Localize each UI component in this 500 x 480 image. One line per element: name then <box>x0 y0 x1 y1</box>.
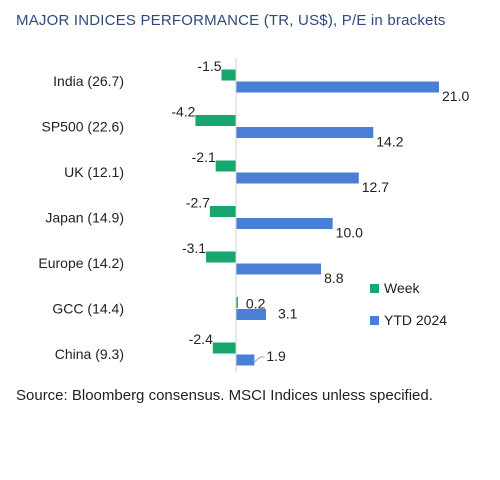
legend-ytd-swatch <box>370 316 379 325</box>
category-label: GCC (14.4) <box>52 301 124 317</box>
ytd-data-label: 21.0 <box>442 88 469 104</box>
category-label: Japan (14.9) <box>45 210 124 226</box>
week-data-label: -2.4 <box>189 331 213 347</box>
ytd-bar <box>236 218 333 229</box>
week-data-label: -3.1 <box>182 240 206 256</box>
ytd-data-label: 3.1 <box>278 306 298 322</box>
ytd-data-label: 14.2 <box>376 134 403 150</box>
category-label: Europe (14.2) <box>38 255 124 271</box>
legend-ytd-label: YTD 2024 <box>384 312 447 328</box>
week-bar <box>221 69 236 81</box>
source-note: Source: Bloomberg consensus. MSCI Indice… <box>16 387 433 404</box>
category-label: UK (12.1) <box>64 164 124 180</box>
ytd-bar <box>236 127 374 138</box>
ytd-data-label: 10.0 <box>336 225 363 241</box>
category-label: China (9.3) <box>55 346 124 362</box>
week-bar <box>195 115 236 126</box>
ytd-bar <box>236 354 255 366</box>
week-bar <box>212 342 236 354</box>
category-label: India (26.7) <box>53 73 124 89</box>
week-data-label: -4.2 <box>171 104 195 120</box>
legend-week-label: Week <box>384 280 421 296</box>
ytd-bar <box>236 81 440 93</box>
week-bar <box>215 160 236 172</box>
category-label: SP500 (22.6) <box>42 119 125 135</box>
chart-title: MAJOR INDICES PERFORMANCE (TR, US$), P/E… <box>16 12 446 29</box>
week-data-label: -1.5 <box>197 58 221 74</box>
week-bar <box>209 206 236 217</box>
week-bar <box>206 251 236 263</box>
bar-chart: India (26.7) -1.5 21.0 SP500 (22.6) -4.2 14.2… <box>38 58 469 373</box>
ytd-data-label: 8.8 <box>324 270 344 286</box>
leader-line <box>254 356 265 363</box>
week-data-label: -2.7 <box>186 195 210 211</box>
ytd-bar <box>236 309 266 320</box>
ytd-bar <box>236 263 322 275</box>
week-bar <box>236 297 238 308</box>
week-data-label: -2.1 <box>192 149 216 165</box>
ytd-data-label: 1.9 <box>266 348 286 364</box>
week-data-label: 0.2 <box>246 296 266 312</box>
ytd-data-label: 12.7 <box>362 179 389 195</box>
ytd-bar <box>236 172 359 184</box>
legend-week-swatch <box>370 284 379 293</box>
